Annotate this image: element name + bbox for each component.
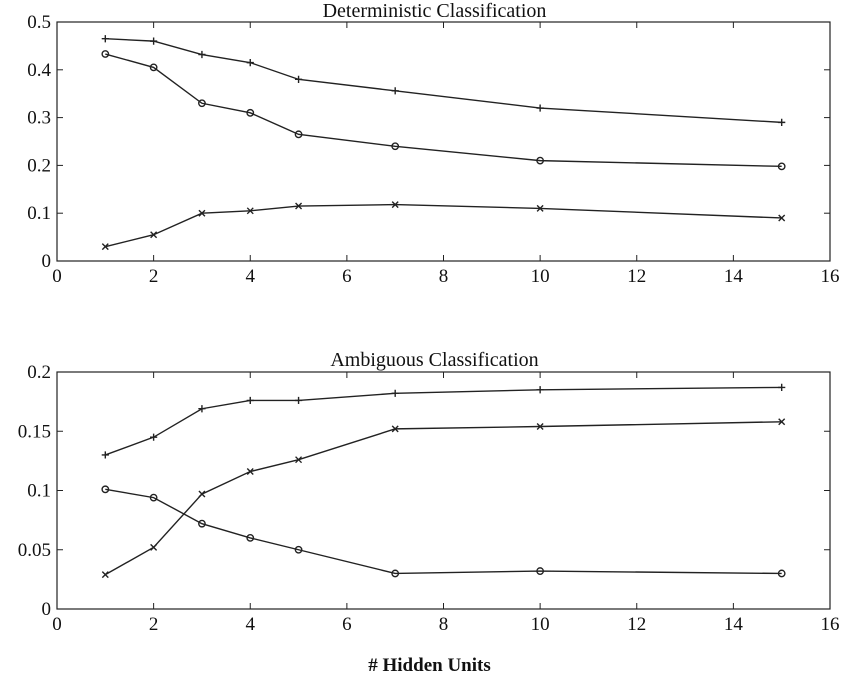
y-tick-label: 0.5 <box>27 12 51 33</box>
data-point-plus <box>391 87 399 95</box>
tick-labels: 0 2 4 6 8 10 12 14 16 0 0.1 0.2 0.3 0.4 0.5 <box>27 12 839 287</box>
chart-title: Deterministic Classification <box>323 0 547 22</box>
x-tick-label: 4 <box>246 614 256 635</box>
data-point-x <box>536 423 544 431</box>
tick-marks <box>56 21 831 262</box>
x-tick-label: 6 <box>342 614 352 635</box>
x-tick-label: 10 <box>531 266 550 287</box>
data-point-circle <box>101 50 110 58</box>
data-point-circle <box>198 519 206 528</box>
data-point-x <box>295 202 303 210</box>
data-point-circle <box>294 130 303 139</box>
data-point-x <box>778 214 786 222</box>
data-point-circle <box>246 534 255 542</box>
tick-marks <box>56 371 831 610</box>
tick-labels: 0 2 4 6 8 10 12 14 16 0 0.05 0.1 0.15 0.2 <box>18 362 840 635</box>
data-point-x <box>536 204 544 212</box>
data-point-plus <box>150 37 158 45</box>
data-point-plus <box>536 386 544 394</box>
data-point-x <box>778 418 786 426</box>
data-point-x <box>101 571 109 579</box>
series-group <box>101 35 786 251</box>
deterministic-axes: 0 2 4 6 8 10 12 14 16 0 0.1 0.2 0.3 0.4 0.5 Determinis… <box>27 0 839 287</box>
data-point-plus <box>778 383 786 392</box>
x-tick-label: 4 <box>246 266 256 287</box>
y-tick-label: 0.2 <box>27 155 51 176</box>
x-tick-label: 16 <box>821 266 840 287</box>
y-tick-label: 0.05 <box>18 540 51 561</box>
y-tick-label: 0.2 <box>27 362 51 383</box>
data-point-plus <box>294 75 303 83</box>
x-tick-label: 0 <box>52 266 62 287</box>
data-point-plus <box>391 389 399 397</box>
data-point-circle <box>391 142 400 151</box>
data-point-circle <box>246 108 255 117</box>
y-tick-label: 0.15 <box>18 421 51 442</box>
y-tick-label: 0.1 <box>27 481 51 502</box>
data-point-circle <box>777 162 786 171</box>
data-point-x <box>101 243 109 251</box>
data-point-x <box>246 468 254 476</box>
data-point-circle <box>391 569 400 578</box>
y-tick-label: 0 <box>42 251 52 272</box>
series-line-cross <box>105 203 782 248</box>
ambiguous-axes: 0 2 4 6 8 10 12 14 16 0 0.05 0.1 0.15 0.2 Ambiguous C… <box>18 349 840 676</box>
x-tick-label: 6 <box>342 266 352 287</box>
y-tick-label: 0.4 <box>27 60 51 81</box>
data-point-plus <box>101 35 109 43</box>
data-point-circle <box>294 545 303 554</box>
data-point-plus <box>150 433 158 441</box>
data-point-x <box>246 207 254 215</box>
chart-title: Ambiguous Classification <box>330 349 538 371</box>
data-point-x <box>295 456 303 464</box>
series-line-circle <box>105 488 782 575</box>
data-point-plus <box>246 396 254 405</box>
data-point-circle <box>536 567 545 575</box>
series-line-plus <box>105 386 782 456</box>
series-line-plus <box>105 38 782 124</box>
data-point-plus <box>294 396 303 405</box>
data-point-plus <box>778 118 786 126</box>
data-point-circle <box>777 569 786 578</box>
data-point-circle <box>149 63 158 72</box>
x-tick-label: 8 <box>439 614 449 635</box>
y-tick-label: 0 <box>42 599 52 620</box>
data-point-x <box>391 425 399 433</box>
data-point-x <box>391 201 399 209</box>
x-tick-label: 2 <box>149 266 159 287</box>
x-tick-label: 12 <box>627 266 646 287</box>
x-tick-label: 0 <box>52 614 62 635</box>
y-tick-label: 0.1 <box>27 203 51 224</box>
x-axis-label: # Hidden Units <box>368 655 490 676</box>
series-group <box>101 383 786 579</box>
y-tick-label: 0.3 <box>27 108 51 129</box>
x-tick-label: 14 <box>724 266 744 287</box>
x-tick-label: 12 <box>627 614 646 635</box>
x-tick-label: 14 <box>724 614 744 635</box>
data-point-plus <box>101 451 109 459</box>
data-point-x <box>198 490 206 498</box>
data-point-plus <box>198 405 206 413</box>
data-point-circle <box>101 485 110 494</box>
data-point-circle <box>198 99 206 108</box>
series-line-circle <box>105 53 782 168</box>
series-line-cross <box>104 421 782 576</box>
x-tick-label: 2 <box>149 614 159 635</box>
data-point-circle <box>149 493 158 502</box>
x-tick-label: 8 <box>439 266 449 287</box>
x-tick-label: 10 <box>531 614 550 635</box>
data-point-x <box>150 543 158 551</box>
plot-frame <box>56 21 831 262</box>
data-point-x <box>198 209 206 217</box>
data-point-plus <box>246 59 254 67</box>
data-point-plus <box>198 50 206 59</box>
data-point-circle <box>536 156 545 165</box>
data-point-plus <box>536 104 544 112</box>
data-point-x <box>150 231 158 239</box>
x-tick-label: 16 <box>821 614 840 635</box>
